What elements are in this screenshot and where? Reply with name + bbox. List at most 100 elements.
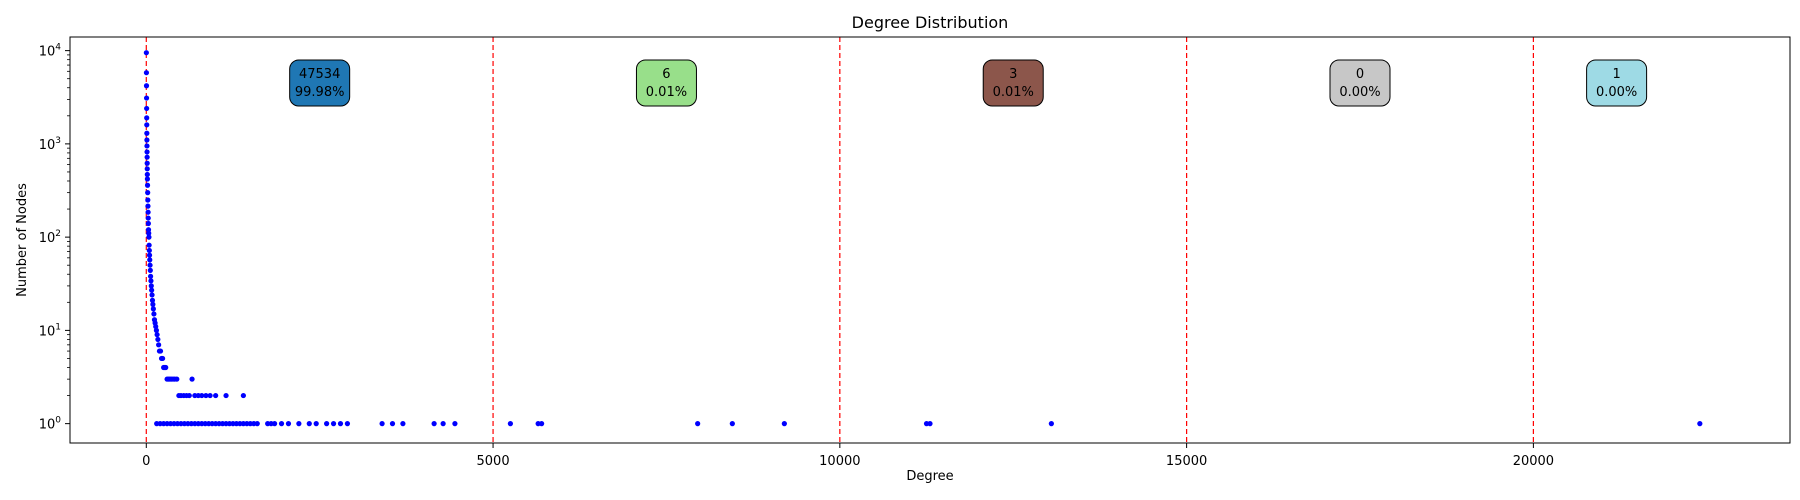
x-tick-label: 15000	[1166, 454, 1207, 469]
data-point-75	[240, 392, 246, 399]
data-point-44	[153, 327, 160, 333]
data-point-28	[146, 252, 153, 258]
bin-box-3: 0 0.00%	[1329, 59, 1391, 107]
data-point-0	[143, 50, 149, 56]
data-point-126	[539, 421, 545, 427]
data-point-37	[149, 297, 156, 303]
data-point-66	[186, 392, 192, 399]
bin-count-label: 47534	[299, 67, 340, 82]
data-point-111	[296, 421, 302, 427]
data-point-123	[452, 421, 458, 427]
bin-box-4: 1 0.00%	[1586, 59, 1648, 107]
data-point-116	[337, 421, 344, 427]
bin-box-1: 6 0.01%	[635, 59, 697, 107]
y-axis-ticks: 100 101 102 103 104	[39, 43, 70, 433]
data-point-22	[145, 220, 151, 227]
scatter-points	[143, 50, 1703, 427]
x-tick-label: 10000	[819, 454, 860, 469]
y-tick-label: 100	[39, 416, 62, 433]
data-point-24	[146, 230, 152, 236]
bin-annotations: 47534 99.98% 6 0.01% 3 0.01% 0 0.00% 1 0.00%	[289, 59, 1648, 107]
y-tick-label: 101	[39, 322, 61, 339]
data-point-19	[145, 203, 151, 209]
data-point-8	[144, 137, 150, 143]
data-point-40	[151, 311, 157, 317]
data-point-17	[145, 190, 151, 196]
bin-box-background	[289, 59, 351, 107]
data-point-31	[147, 267, 153, 273]
y-tick-label: 104	[39, 43, 62, 60]
data-point-33	[148, 278, 154, 284]
data-point-105	[254, 421, 260, 427]
data-point-3	[143, 95, 150, 101]
data-point-49	[157, 348, 164, 354]
data-point-6	[144, 122, 150, 128]
data-point-1	[143, 70, 150, 76]
x-axis-label: Degree	[906, 469, 953, 484]
data-point-34	[148, 283, 154, 289]
data-point-47	[156, 342, 162, 348]
data-point-124	[507, 421, 514, 427]
x-axis-ticks: 0 5000 10000 15000 20000	[142, 443, 1554, 469]
data-point-122	[440, 421, 446, 427]
data-point-109	[278, 421, 285, 427]
data-point-43	[153, 323, 159, 330]
x-tick-label: 0	[142, 454, 150, 469]
data-point-61	[174, 376, 180, 382]
data-point-74	[223, 392, 229, 399]
data-point-117	[344, 421, 351, 427]
data-point-54	[163, 364, 169, 371]
data-point-13	[144, 166, 150, 172]
data-point-12	[144, 160, 150, 166]
data-point-7	[144, 130, 150, 136]
bin-percent-label: 0.01%	[993, 85, 1034, 100]
data-point-67	[189, 376, 195, 382]
data-point-21	[145, 215, 151, 221]
data-point-132	[1048, 421, 1054, 427]
data-point-127	[695, 421, 701, 427]
y-axis-label: Number of Nodes	[15, 183, 30, 297]
data-point-45	[154, 332, 160, 338]
chart-title: Degree Distribution	[852, 13, 1009, 32]
bin-box-background	[982, 59, 1044, 107]
data-point-32	[147, 273, 154, 279]
data-point-18	[145, 197, 151, 203]
data-point-14	[144, 171, 150, 178]
bin-percent-label: 0.01%	[646, 85, 687, 100]
data-point-110	[285, 421, 292, 427]
data-point-113	[313, 421, 319, 427]
data-point-120	[400, 421, 406, 427]
data-point-128	[729, 421, 735, 427]
x-tick-label: 5000	[477, 454, 510, 469]
data-point-25	[146, 234, 152, 240]
data-point-2	[143, 83, 150, 89]
bin-percent-label: 99.98%	[295, 85, 345, 100]
data-point-72	[207, 392, 213, 399]
bin-box-background	[635, 59, 697, 107]
data-point-51	[159, 355, 166, 362]
data-point-112	[306, 421, 312, 427]
data-point-133	[1697, 421, 1703, 427]
data-point-20	[145, 209, 151, 215]
y-tick-label: 103	[39, 136, 61, 153]
data-point-15	[144, 176, 150, 182]
data-point-10	[144, 149, 150, 155]
data-point-26	[146, 242, 152, 248]
data-point-30	[147, 262, 153, 268]
x-tick-label: 20000	[1513, 454, 1554, 469]
data-point-11	[144, 154, 150, 160]
data-point-27	[146, 247, 152, 254]
data-point-35	[149, 287, 155, 293]
bin-count-label: 0	[1356, 67, 1364, 82]
bin-percent-label: 0.00%	[1596, 85, 1637, 100]
data-point-118	[379, 421, 385, 427]
data-point-29	[147, 257, 153, 263]
data-point-39	[150, 306, 156, 312]
data-point-115	[330, 421, 337, 427]
bin-box-2: 3 0.01%	[982, 59, 1044, 107]
bin-box-background	[1329, 59, 1391, 107]
data-point-114	[324, 421, 330, 427]
bin-count-label: 6	[662, 67, 670, 82]
data-point-71	[203, 392, 209, 399]
